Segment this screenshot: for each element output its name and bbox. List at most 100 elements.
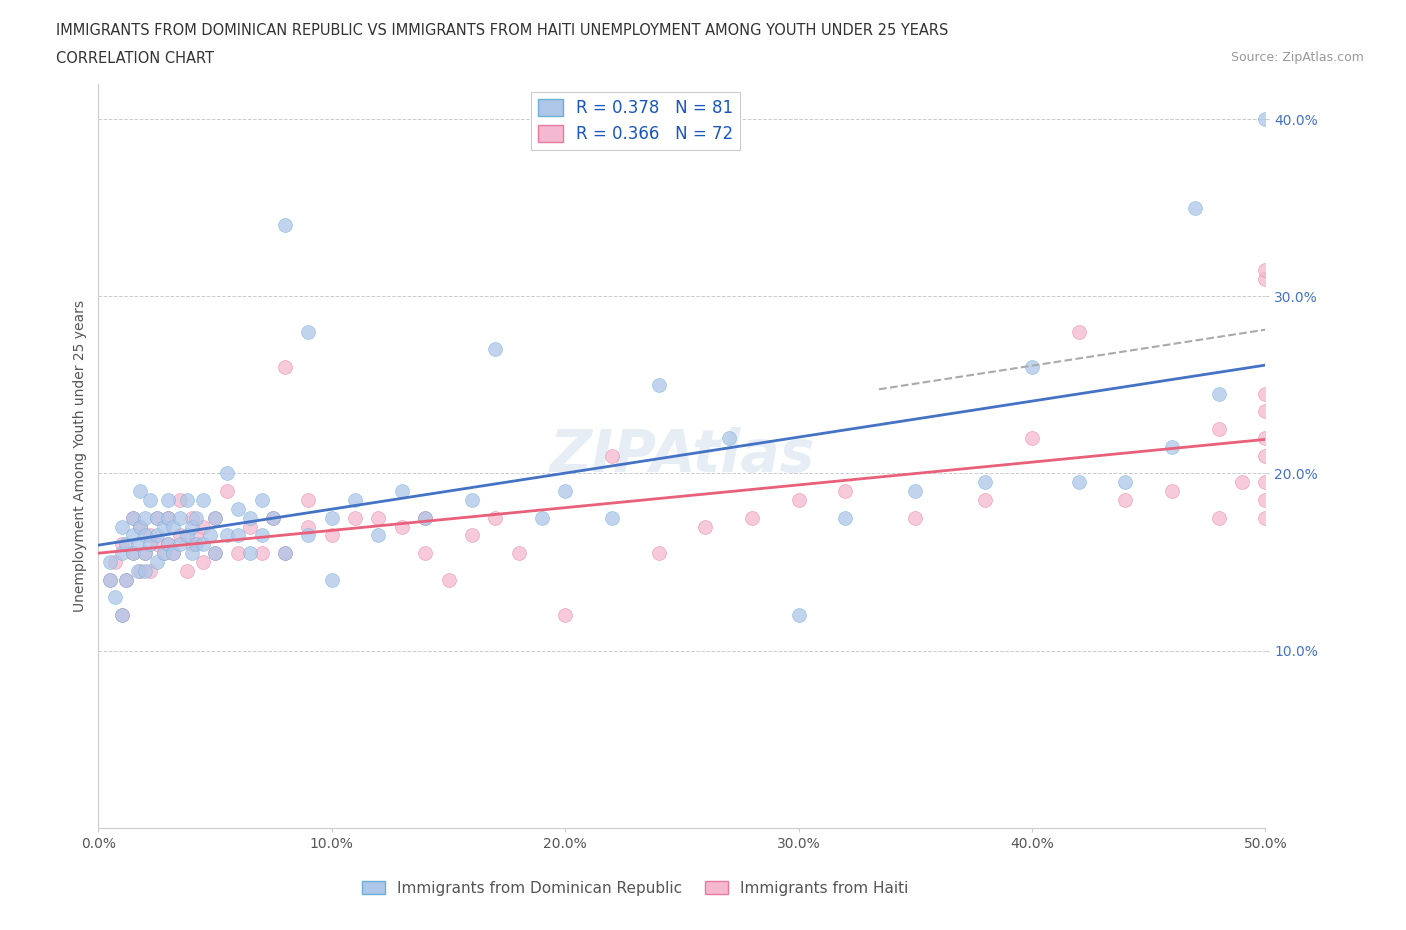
Point xyxy=(134,546,156,561)
Point xyxy=(274,218,297,232)
Point xyxy=(215,528,238,543)
Point xyxy=(111,607,134,622)
Point xyxy=(127,537,149,551)
Point xyxy=(122,528,145,543)
Point xyxy=(215,484,238,498)
Point xyxy=(413,546,436,561)
Point xyxy=(228,528,250,543)
Point xyxy=(228,501,250,516)
Point xyxy=(1254,112,1277,126)
Point xyxy=(647,378,669,392)
Point xyxy=(1161,484,1184,498)
Point xyxy=(1254,262,1277,277)
Point xyxy=(834,511,856,525)
Point xyxy=(508,546,530,561)
Point xyxy=(1067,325,1090,339)
Point xyxy=(554,607,576,622)
Point xyxy=(134,564,156,578)
Point xyxy=(176,493,198,508)
Point xyxy=(413,511,436,525)
Point xyxy=(413,511,436,525)
Point xyxy=(974,475,997,490)
Point xyxy=(115,537,138,551)
Point xyxy=(461,528,484,543)
Point xyxy=(193,537,215,551)
Point xyxy=(162,546,184,561)
Point xyxy=(344,511,367,525)
Point xyxy=(134,528,156,543)
Point xyxy=(321,511,343,525)
Point xyxy=(146,537,169,551)
Point xyxy=(1254,475,1277,490)
Point xyxy=(146,554,169,569)
Point xyxy=(111,519,134,534)
Point xyxy=(146,511,169,525)
Point xyxy=(600,511,623,525)
Point xyxy=(391,484,413,498)
Point xyxy=(111,537,134,551)
Point xyxy=(461,493,484,508)
Point xyxy=(297,325,319,339)
Point xyxy=(274,546,297,561)
Point xyxy=(1254,431,1277,445)
Point xyxy=(297,493,319,508)
Point xyxy=(297,528,319,543)
Point xyxy=(134,511,156,525)
Point xyxy=(157,537,180,551)
Point xyxy=(250,493,273,508)
Point xyxy=(215,466,238,481)
Point xyxy=(157,537,180,551)
Point xyxy=(193,554,215,569)
Point xyxy=(200,528,222,543)
Point xyxy=(129,564,152,578)
Point xyxy=(367,528,389,543)
Point xyxy=(169,511,191,525)
Point xyxy=(1254,448,1277,463)
Point xyxy=(180,511,202,525)
Text: IMMIGRANTS FROM DOMINICAN REPUBLIC VS IMMIGRANTS FROM HAITI UNEMPLOYMENT AMONG Y: IMMIGRANTS FROM DOMINICAN REPUBLIC VS IM… xyxy=(56,23,949,38)
Point xyxy=(162,546,184,561)
Point xyxy=(530,511,553,525)
Point xyxy=(1114,475,1136,490)
Point xyxy=(1184,200,1206,215)
Point xyxy=(104,590,127,604)
Point xyxy=(741,511,763,525)
Point xyxy=(129,519,152,534)
Point xyxy=(115,572,138,587)
Point xyxy=(695,519,717,534)
Point xyxy=(129,484,152,498)
Point xyxy=(1161,439,1184,454)
Point xyxy=(169,537,191,551)
Point xyxy=(834,484,856,498)
Point xyxy=(1208,421,1230,436)
Point xyxy=(1021,431,1043,445)
Point xyxy=(186,511,208,525)
Point xyxy=(1254,386,1277,401)
Point xyxy=(139,528,162,543)
Point xyxy=(204,546,226,561)
Point xyxy=(180,537,202,551)
Point xyxy=(139,564,162,578)
Point xyxy=(98,554,121,569)
Point xyxy=(904,484,927,498)
Point xyxy=(129,519,152,534)
Point xyxy=(321,572,343,587)
Point xyxy=(157,511,180,525)
Point xyxy=(169,528,191,543)
Y-axis label: Unemployment Among Youth under 25 years: Unemployment Among Youth under 25 years xyxy=(73,299,87,612)
Point xyxy=(176,564,198,578)
Point xyxy=(204,511,226,525)
Point xyxy=(974,493,997,508)
Text: Source: ZipAtlas.com: Source: ZipAtlas.com xyxy=(1230,51,1364,64)
Point xyxy=(262,511,284,525)
Point xyxy=(146,528,169,543)
Point xyxy=(204,546,226,561)
Point xyxy=(250,528,273,543)
Point xyxy=(1208,386,1230,401)
Point xyxy=(204,511,226,525)
Point xyxy=(157,511,180,525)
Point xyxy=(647,546,669,561)
Text: ZIPAtlas: ZIPAtlas xyxy=(550,427,814,485)
Point xyxy=(139,537,162,551)
Point xyxy=(98,572,121,587)
